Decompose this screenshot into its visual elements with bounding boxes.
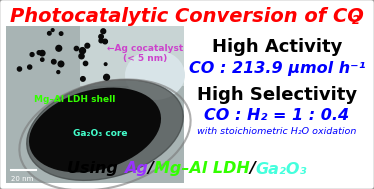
Circle shape bbox=[51, 29, 54, 31]
Circle shape bbox=[57, 71, 60, 74]
Ellipse shape bbox=[29, 88, 161, 172]
Circle shape bbox=[99, 34, 103, 39]
Circle shape bbox=[101, 29, 106, 34]
Text: CO : 213.9 μmol h⁻¹: CO : 213.9 μmol h⁻¹ bbox=[189, 60, 365, 75]
Ellipse shape bbox=[27, 80, 183, 180]
Text: Using: Using bbox=[67, 161, 124, 177]
Text: Photocatalytic Conversion of CO: Photocatalytic Conversion of CO bbox=[10, 6, 364, 26]
Circle shape bbox=[81, 77, 85, 81]
Bar bbox=[6, 26, 184, 183]
Circle shape bbox=[18, 67, 22, 71]
Circle shape bbox=[47, 32, 51, 35]
Circle shape bbox=[58, 61, 64, 67]
Circle shape bbox=[28, 65, 32, 69]
Circle shape bbox=[83, 61, 88, 66]
Text: /: / bbox=[148, 161, 154, 177]
Circle shape bbox=[40, 50, 45, 56]
Circle shape bbox=[56, 45, 62, 51]
Circle shape bbox=[59, 32, 63, 35]
Text: CO : H₂ = 1 : 0.4: CO : H₂ = 1 : 0.4 bbox=[205, 108, 350, 123]
Text: High Activity: High Activity bbox=[212, 38, 342, 56]
Text: High Selectivity: High Selectivity bbox=[197, 86, 357, 104]
Circle shape bbox=[30, 53, 34, 57]
Ellipse shape bbox=[125, 50, 185, 100]
Text: 2: 2 bbox=[352, 13, 360, 26]
Circle shape bbox=[104, 63, 107, 65]
Text: ←Ag cocatalyst
(< 5 nm): ←Ag cocatalyst (< 5 nm) bbox=[107, 44, 183, 63]
Bar bbox=[80, 26, 184, 86]
Text: with stoichiometric H₂O oxidation: with stoichiometric H₂O oxidation bbox=[197, 128, 357, 136]
Text: Mg–Al LDH shell: Mg–Al LDH shell bbox=[34, 95, 116, 105]
Text: /: / bbox=[249, 161, 255, 177]
Circle shape bbox=[103, 39, 107, 44]
Text: Mg–Al LDH: Mg–Al LDH bbox=[154, 161, 249, 177]
Circle shape bbox=[79, 54, 84, 59]
Text: Ag: Ag bbox=[124, 161, 148, 177]
Circle shape bbox=[52, 60, 56, 64]
Circle shape bbox=[37, 51, 41, 55]
Circle shape bbox=[74, 46, 79, 51]
Text: Ga₂O₃: Ga₂O₃ bbox=[255, 161, 307, 177]
Circle shape bbox=[80, 48, 86, 54]
Text: Ga₂O₃ core: Ga₂O₃ core bbox=[73, 129, 127, 138]
Circle shape bbox=[99, 39, 103, 43]
Circle shape bbox=[85, 43, 90, 48]
Circle shape bbox=[41, 58, 44, 61]
Text: 20 nm: 20 nm bbox=[11, 176, 33, 182]
Circle shape bbox=[104, 74, 110, 80]
